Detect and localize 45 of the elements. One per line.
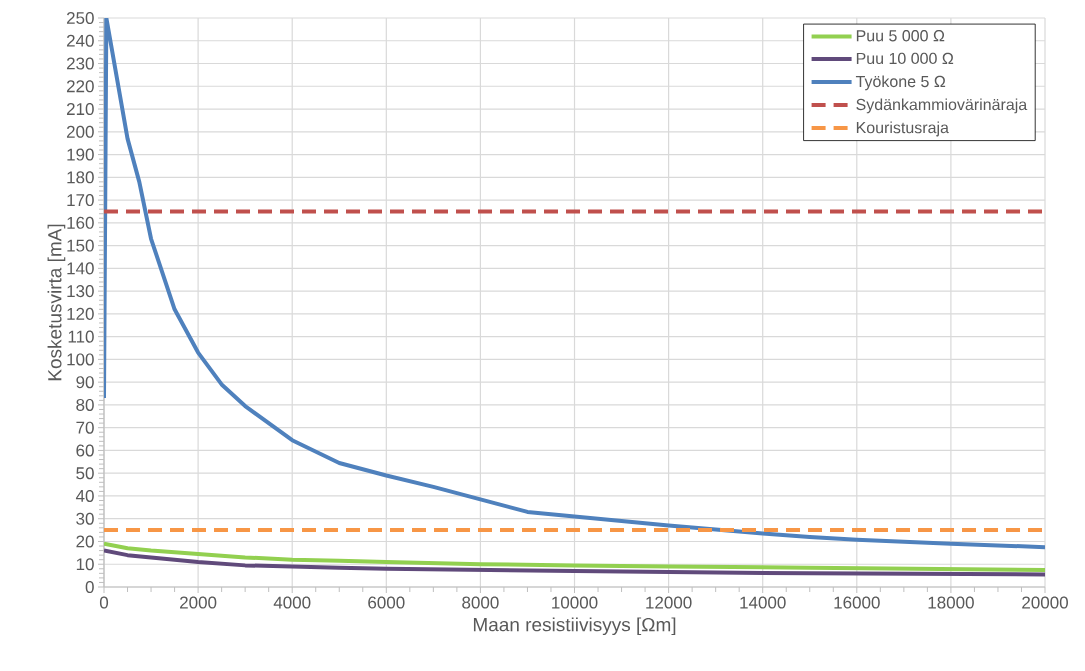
- y-tick-label: 40: [75, 489, 94, 502]
- x-tick-label: 12000: [646, 596, 692, 609]
- y-axis-title: Kosketusvirta [mA]: [47, 224, 66, 381]
- y-tick-label: 150: [67, 239, 94, 252]
- y-tick-label: 200: [66, 125, 94, 138]
- x-tick-label: 4000: [273, 596, 311, 609]
- y-tick-label: 130: [67, 285, 94, 298]
- y-tick-label: 70: [76, 421, 94, 434]
- line-series: [104, 17, 1046, 550]
- y-tick-label: 80: [76, 398, 94, 411]
- y-tick-label: 210: [66, 103, 94, 116]
- x-tick-label: 6000: [368, 596, 405, 609]
- y-tick-label: 140: [67, 262, 94, 275]
- y-tick-label: 250: [66, 11, 94, 25]
- x-axis-title: Maan resistiivisyys [Ωm]: [473, 617, 676, 636]
- x-tick-label: 14000: [740, 596, 786, 609]
- x-tick-label: 0: [99, 596, 109, 609]
- y-tick-label: 60: [76, 444, 94, 457]
- x-tick-label: 16000: [834, 596, 880, 609]
- y-tick-label: 0: [85, 580, 94, 594]
- x-tick-label: 20000: [1022, 596, 1068, 609]
- y-tick-label: 30: [76, 512, 94, 525]
- y-tick-label: 160: [67, 216, 94, 229]
- y-tick-label: 220: [66, 80, 94, 93]
- x-tick-label: 8000: [462, 596, 499, 609]
- y-tick-label: 170: [67, 194, 94, 207]
- legend-label: Puu 5 000 Ω: [856, 30, 945, 42]
- y-tick-label: 110: [68, 330, 94, 343]
- y-tick-label: 120: [67, 307, 94, 320]
- y-tick-label: 10: [76, 558, 94, 571]
- legend-label: Sydänkammiovärinäraja: [856, 98, 1028, 114]
- y-tick-label: 90: [76, 376, 94, 389]
- y-tick-label: 180: [67, 171, 94, 184]
- y-tick-label: 50: [76, 467, 94, 480]
- x-tick-label: 18000: [928, 596, 974, 609]
- x-tick-label: 10000: [552, 596, 598, 609]
- y-tick-label: 100: [67, 353, 94, 366]
- legend-label: Puu 10 000 Ω: [856, 52, 954, 65]
- y-tick-label: 20: [76, 535, 94, 548]
- legend-label: Työkone 5 Ω: [855, 75, 946, 91]
- y-tick-label: 190: [67, 148, 94, 161]
- y-tick-label: 230: [66, 57, 94, 70]
- y-tick-label: 240: [66, 34, 94, 47]
- x-tick-label: 2000: [180, 596, 217, 609]
- legend-label: Kouristusraja: [856, 121, 949, 137]
